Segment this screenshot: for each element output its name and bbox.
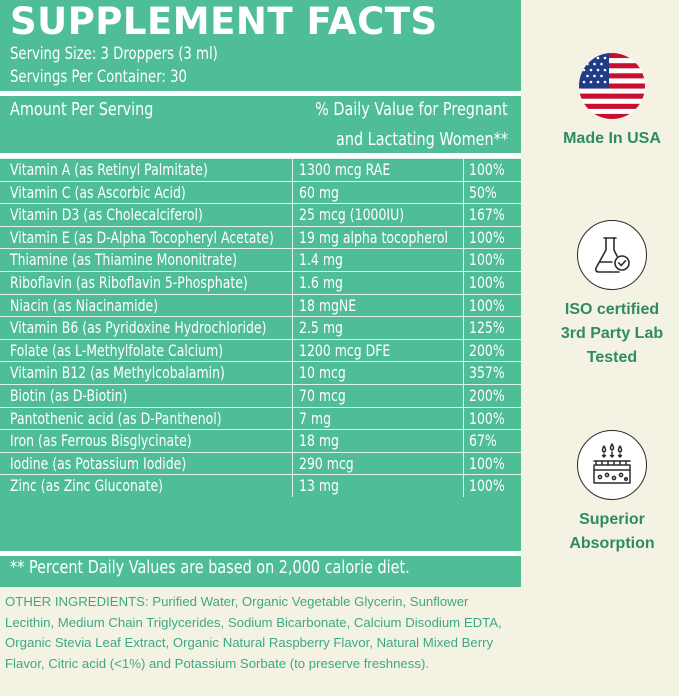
nutrient-name: Vitamin D3 (as Cholecalciferol) (10, 205, 203, 225)
divider-thick (0, 91, 521, 96)
nutrient-name: Biotin (as D-Biotin) (10, 385, 128, 405)
nutrient-amount: 18 mg (299, 431, 339, 451)
nutrient-amount: 18 mgNE (299, 295, 357, 315)
badge-label: Superior Absorption (569, 511, 655, 552)
nutrient-name: Vitamin B12 (as Methylcobalamin) (10, 363, 225, 383)
nutrient-name: Folate (as L-Methylfolate Calcium) (10, 340, 224, 360)
made-in-usa-badge: Made In USA (556, 53, 668, 151)
nutrient-amount: 13 mg (299, 476, 339, 496)
nutrient-daily-value: 100% (469, 476, 505, 496)
nutrient-name: Riboflavin (as Riboflavin 5-Phosphate) (10, 272, 248, 292)
nutrient-daily-value: 100% (469, 272, 505, 292)
lab-flask-check-icon (577, 220, 647, 290)
table-row: Vitamin C (as Ascorbic Acid) 60 mg 50% (0, 180, 521, 204)
nutrient-daily-value: 357% (469, 363, 505, 383)
other-ingredients: OTHER INGREDIENTS: Purified Water, Organ… (5, 594, 502, 671)
table-row: Iodine (as Potassium Iodide) 290 mcg 100% (0, 451, 521, 475)
nutrient-daily-value: 100% (469, 408, 505, 428)
table-row: Vitamin B12 (as Methylcobalamin) 10 mcg 35… (0, 361, 521, 384)
nutrient-amount: 2.5 mg (299, 318, 343, 338)
panel-title: SUPPLEMENT FACTS (10, 0, 438, 43)
nutrient-name: Iron (as Ferrous Bisglycinate) (10, 431, 192, 451)
divider-thick (0, 153, 521, 158)
nutrient-table: Vitamin A (as Retinyl Palmitate) 1300 mcg… (0, 158, 521, 497)
table-row: Iron (as Ferrous Bisglycinate) 18 mg 67% (0, 429, 521, 452)
table-row: Biotin (as D-Biotin) 70 mcg 200% (0, 383, 521, 407)
badge-label: ISO certified 3rd Party Lab Tested (560, 301, 664, 366)
nutrient-daily-value: 100% (469, 453, 505, 473)
nutrient-daily-value: 100% (469, 295, 505, 315)
table-row: Vitamin E (as D-Alpha Tocopheryl Acetate… (0, 225, 521, 249)
nutrient-amount: 70 mcg (299, 385, 346, 405)
nutrient-daily-value: 167% (469, 205, 505, 225)
nutrient-amount: 1.4 mg (299, 250, 343, 270)
supplement-facts-panel: SUPPLEMENT FACTS Serving Size: 3 Dropper… (0, 0, 521, 587)
servings-per-container: Servings Per Container: 30 (10, 67, 187, 87)
nutrient-name: Vitamin A (as Retinyl Palmitate) (10, 160, 208, 179)
nutrient-name: Thiamine (as Thiamine Mononitrate) (10, 250, 238, 270)
nutrient-daily-value: 50% (469, 182, 497, 202)
skin-absorption-icon (577, 430, 647, 500)
us-flag-icon (579, 53, 645, 119)
nutrient-daily-value: 125% (469, 318, 505, 338)
header-daily-value-line1: % Daily Value for Pregnant (315, 99, 508, 120)
table-row: Folate (as L-Methylfolate Calcium) 1200 m… (0, 338, 521, 362)
nutrient-amount: 19 mg alpha tocopherol (299, 227, 448, 247)
table-row: Niacin (as Niacinamide) 18 mgNE 100% (0, 293, 521, 317)
column-divider (463, 158, 464, 497)
daily-value-footnote: ** Percent Daily Values are based on 2,0… (10, 557, 410, 578)
nutrient-daily-value: 200% (469, 340, 505, 360)
nutrient-name: Vitamin B6 (as Pyridoxine Hydrochloride) (10, 318, 267, 338)
nutrient-amount: 1200 mcg DFE (299, 340, 391, 360)
table-row: Zinc (as Zinc Gluconate) 13 mg 100% (0, 474, 521, 497)
nutrient-daily-value: 200% (469, 385, 505, 405)
column-divider (292, 158, 293, 497)
table-row: Thiamine (as Thiamine Mononitrate) 1.4 mg… (0, 248, 521, 271)
nutrient-amount: 25 mcg (1000IU) (299, 205, 405, 225)
divider-thick (0, 551, 521, 556)
header-amount-per-serving: Amount Per Serving (10, 99, 154, 120)
table-row: Vitamin B6 (as Pyridoxine Hydrochloride)… (0, 316, 521, 339)
nutrient-amount: 10 mcg (299, 363, 346, 383)
nutrient-amount: 290 mcg (299, 453, 354, 473)
nutrient-daily-value: 100% (469, 227, 505, 247)
iso-certified-badge: ISO certified 3rd Party Lab Tested (556, 220, 668, 370)
serving-size: Serving Size: 3 Droppers (3 ml) (10, 44, 218, 64)
nutrient-daily-value: 100% (469, 160, 505, 179)
header-daily-value-line2: and Lactating Women** (335, 129, 508, 150)
nutrient-amount: 1300 mcg RAE (299, 160, 391, 179)
nutrient-name: Iodine (as Potassium Iodide) (10, 453, 187, 473)
nutrient-amount: 1.6 mg (299, 272, 343, 292)
nutrient-daily-value: 67% (469, 431, 497, 451)
table-row: Pantothenic acid (as D-Panthenol) 7 mg 100… (0, 406, 521, 430)
table-row: Vitamin D3 (as Cholecalciferol) 25 mcg (1… (0, 203, 521, 226)
nutrient-name: Vitamin C (as Ascorbic Acid) (10, 182, 186, 202)
badge-label: Made In USA (563, 130, 661, 147)
nutrient-daily-value: 100% (469, 250, 505, 270)
nutrient-amount: 7 mg (299, 408, 331, 428)
nutrient-name: Pantothenic acid (as D-Panthenol) (10, 408, 222, 428)
table-row: Vitamin A (as Retinyl Palmitate) 1300 mcg… (0, 158, 521, 181)
superior-absorption-badge: Superior Absorption (556, 430, 668, 556)
nutrient-name: Zinc (as Zinc Gluconate) (10, 476, 164, 496)
nutrient-name: Niacin (as Niacinamide) (10, 295, 159, 315)
nutrient-amount: 60 mg (299, 182, 339, 202)
table-row: Riboflavin (as Riboflavin 5-Phosphate) 1.… (0, 270, 521, 294)
nutrient-name: Vitamin E (as D-Alpha Tocopheryl Acetate… (10, 227, 274, 247)
